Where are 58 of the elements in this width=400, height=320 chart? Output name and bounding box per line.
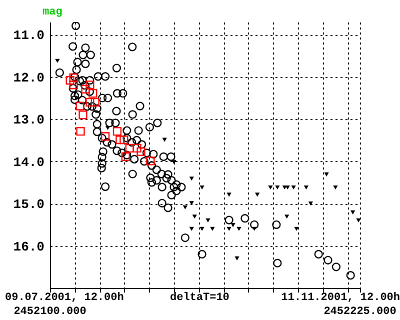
point	[76, 102, 84, 110]
point	[333, 185, 338, 190]
point	[189, 201, 194, 206]
point	[88, 89, 98, 98]
point	[226, 226, 232, 231]
point	[268, 185, 273, 190]
x-tick-label: 2452225.000	[324, 306, 396, 318]
y-tick-label: 16.0	[13, 239, 45, 254]
point	[116, 135, 124, 144]
point	[291, 185, 296, 190]
text: deltaT=10	[170, 292, 230, 304]
point	[254, 192, 260, 197]
point	[132, 144, 142, 153]
point	[78, 110, 88, 120]
point	[350, 210, 356, 214]
point	[226, 192, 232, 197]
point	[90, 98, 100, 107]
y-tick-label: 12.0	[13, 70, 45, 86]
y-tick-label: 14.0	[13, 154, 45, 170]
point	[230, 223, 236, 228]
point	[86, 98, 94, 107]
y-tick-label: 13.0	[13, 112, 45, 128]
point	[81, 84, 90, 94]
point	[356, 218, 360, 222]
point	[66, 76, 74, 85]
point	[125, 144, 134, 153]
point	[294, 226, 299, 231]
point	[189, 176, 194, 181]
point	[172, 160, 176, 164]
point	[182, 205, 188, 210]
point	[200, 226, 204, 231]
point	[324, 172, 329, 176]
point	[112, 127, 122, 136]
point	[69, 80, 78, 90]
x-tick-label: 2452100.000	[14, 306, 86, 318]
y-tick-label: 15.0	[13, 197, 45, 212]
text: 09.07.2001, 12.00h	[5, 292, 124, 304]
point	[210, 226, 215, 231]
point	[86, 80, 94, 90]
y-tick-label: 11.0	[13, 28, 45, 44]
point	[76, 127, 85, 136]
text: 11.11.2001, 12.00h	[281, 292, 400, 304]
point	[234, 256, 240, 260]
point	[275, 185, 280, 190]
point	[100, 132, 110, 141]
point	[146, 156, 155, 166]
point	[200, 185, 204, 190]
point	[136, 147, 146, 156]
point	[308, 202, 313, 206]
point	[284, 214, 290, 219]
point	[206, 218, 210, 222]
y-axis-title: mag	[42, 6, 62, 18]
point	[189, 226, 194, 231]
point	[120, 135, 128, 144]
point	[192, 214, 197, 219]
point	[304, 185, 309, 190]
point	[252, 226, 257, 231]
point	[236, 226, 242, 231]
